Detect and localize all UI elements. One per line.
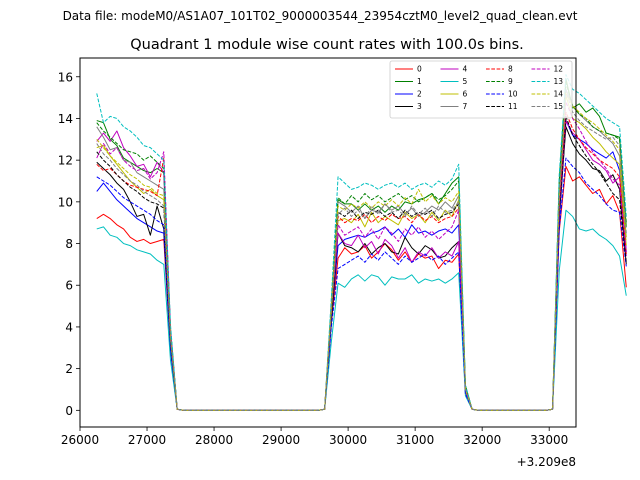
legend-label-2: 2: [417, 90, 422, 99]
legend-label-5: 5: [463, 77, 468, 86]
x-tick-label: 33000: [530, 433, 568, 447]
y-tick-label: 2: [65, 362, 73, 376]
legend-box: [389, 60, 573, 119]
legend-label-7: 7: [463, 102, 468, 111]
y-tick-label: 10: [58, 195, 73, 209]
y-tick-label: 8: [65, 237, 73, 251]
x-tick-label: 26000: [61, 433, 99, 447]
legend-label-13: 13: [554, 77, 564, 86]
legend-label-3: 3: [417, 102, 422, 111]
legend-label-14: 14: [554, 90, 564, 99]
y-axis: 0 2 4 6 8 10 12 14 16: [58, 70, 80, 418]
x-tick-label: 31000: [396, 433, 434, 447]
y-tick-label: 14: [58, 112, 73, 126]
legend-label-10: 10: [508, 90, 518, 99]
x-tick-label: 29000: [262, 433, 300, 447]
legend-label-1: 1: [417, 77, 422, 86]
series-line-14: [96, 92, 627, 411]
figure-suptitle: Data file: modeM0/AS1A07_101T02_90000035…: [63, 9, 578, 23]
y-tick-label: 4: [65, 320, 73, 334]
x-offset-label: +3.209e8: [517, 455, 576, 469]
legend-label-4: 4: [463, 65, 468, 74]
chart-title: Quadrant 1 module wise count rates with …: [130, 37, 524, 53]
y-tick-label: 12: [58, 154, 73, 168]
legend-label-15: 15: [554, 102, 564, 111]
y-tick-label: 16: [58, 70, 73, 84]
x-tick-label: 28000: [195, 433, 233, 447]
x-tick-label: 27000: [128, 433, 166, 447]
y-tick-label: 6: [65, 279, 73, 293]
legend-label-8: 8: [508, 65, 513, 74]
x-axis: 26000 27000 28000 29000 30000 31000 32000 33000: [61, 427, 568, 447]
legend-label-9: 9: [508, 77, 513, 86]
legend-label-12: 12: [554, 65, 564, 74]
x-tick-label: 32000: [463, 433, 501, 447]
legend-label-0: 0: [417, 65, 422, 74]
x-tick-label: 30000: [329, 433, 367, 447]
legend-label-11: 11: [508, 102, 518, 111]
axes-frame: [79, 57, 577, 428]
legend-label-6: 6: [463, 90, 468, 99]
y-tick-label: 0: [65, 404, 73, 418]
plot-lines: [96, 74, 627, 411]
series-line-15: [96, 90, 627, 411]
